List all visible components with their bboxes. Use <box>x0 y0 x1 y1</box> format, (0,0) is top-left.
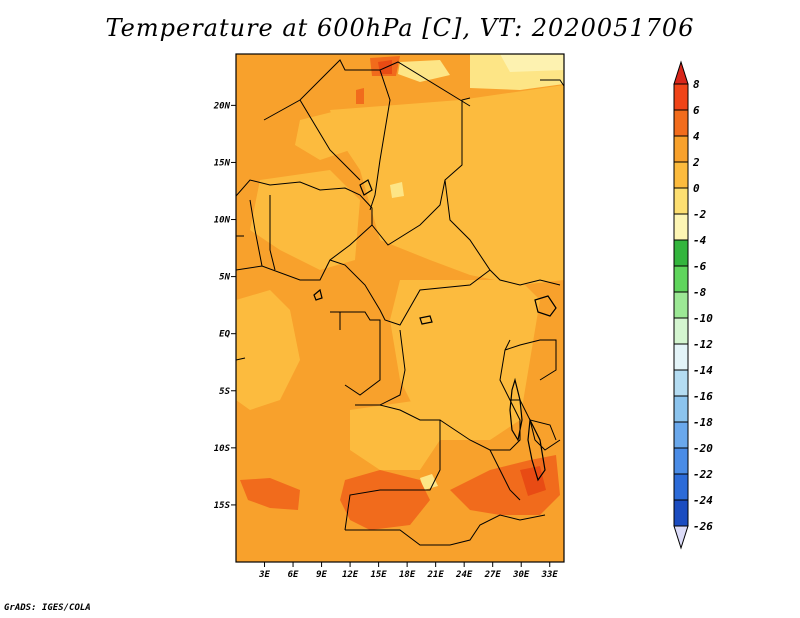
colorbar-swatch <box>673 421 689 449</box>
country-borders <box>236 59 564 546</box>
colorbar: 8 6 4 2 0 -2 -4 -6 -8 -10 -12 -14 -16 -18 -20 -22 -24 -26 <box>673 60 713 550</box>
colorbar-level-label: -18 <box>693 416 713 429</box>
temperature-map: 20N 15N 10N 5N EQ 5S 10S 15S 3E 6E 9E 12E 15E 18E 21E… <box>213 53 713 580</box>
lat-tick-label: 15N <box>214 158 231 168</box>
colorbar-swatch <box>673 473 689 501</box>
lon-tick-label: 18E <box>399 570 416 580</box>
lon-tick-label: 12E <box>342 570 359 580</box>
colorbar-swatch <box>673 317 689 345</box>
lat-tick-label: 5S <box>219 387 230 397</box>
colorbar-level-label: 0 <box>693 182 700 195</box>
colorbar-level-label: -26 <box>693 520 713 533</box>
colorbar-swatch <box>673 265 689 293</box>
lon-tick-label: 27E <box>484 570 502 580</box>
colorbar-level-label: 4 <box>693 130 700 143</box>
colorbar-level-label: 2 <box>692 156 700 169</box>
colorbar-swatch <box>673 291 689 319</box>
colorbar-swatch <box>673 213 689 241</box>
colorbar-swatch <box>673 135 689 163</box>
grads-credit: GrADS: IGES/COLA <box>4 603 91 613</box>
lat-tick-label: 5N <box>219 273 230 283</box>
lat-tick-label: 10N <box>214 216 231 226</box>
colorbar-swatch <box>673 83 689 111</box>
colorbar-level-label: -14 <box>693 364 713 377</box>
colorbar-level-label: 6 <box>693 104 700 117</box>
lat-tick-label: 15S <box>214 501 231 511</box>
lake-outlines <box>313 179 557 482</box>
lon-tick-label: 9E <box>316 570 327 580</box>
colorbar-bottom-triangle <box>673 525 689 550</box>
lon-tick-label: 21E <box>427 570 445 580</box>
colorbar-level-label: -24 <box>693 494 713 507</box>
colorbar-level-label: -2 <box>693 208 707 221</box>
lon-tick-label: 6E <box>288 570 299 580</box>
colorbar-level-label: -6 <box>693 260 707 273</box>
colorbar-level-label: -8 <box>693 286 707 299</box>
colorbar-level-label: -12 <box>693 338 713 351</box>
lat-tick-label: EQ <box>219 330 230 340</box>
colorbar-level-label: -4 <box>693 234 707 247</box>
colorbar-swatch <box>673 187 689 215</box>
colorbar-swatch <box>673 369 689 397</box>
colorbar-swatch <box>673 109 689 137</box>
lon-tick-label: 33E <box>541 570 559 580</box>
colorbar-swatch <box>673 395 689 423</box>
colorbar-swatch <box>673 343 689 371</box>
lat-tick-label: 20N <box>213 101 231 111</box>
colorbar-swatch <box>673 447 689 475</box>
lon-tick-label: 3E <box>258 570 270 580</box>
lon-tick-label: 30E <box>512 570 530 580</box>
map-frame <box>235 53 565 563</box>
colorbar-top-triangle <box>673 60 689 85</box>
colorbar-level-label: -22 <box>693 468 713 481</box>
colorbar-swatch <box>673 161 689 189</box>
colorbar-level-label: -16 <box>693 390 713 403</box>
colorbar-swatch <box>673 239 689 267</box>
lon-tick-label: 24E <box>455 570 473 580</box>
map-title: Temperature at 600hPa [C], VT: 202005170… <box>105 14 695 42</box>
colorbar-level-label: -10 <box>693 312 713 325</box>
temperature-field <box>236 54 564 562</box>
lon-tick-label: 15E <box>370 570 387 580</box>
longitude-axis: 3E 6E 9E 12E 15E 18E 21E 24E 27E 30E 33E <box>258 562 558 580</box>
colorbar-swatch <box>673 499 689 527</box>
latitude-axis: 20N 15N 10N 5N EQ 5S 10S 15S <box>213 101 236 511</box>
colorbar-level-label: 8 <box>693 78 700 91</box>
lat-tick-label: 10S <box>214 444 231 454</box>
colorbar-level-label: -20 <box>693 442 713 455</box>
